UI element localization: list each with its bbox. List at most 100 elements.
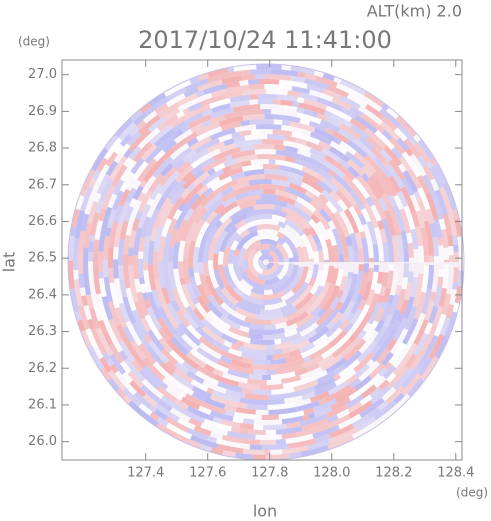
echo-segment (310, 305, 322, 317)
echo-segment (284, 224, 306, 248)
echo-segment (338, 413, 362, 430)
echo-segment (335, 189, 353, 209)
echo-segment (357, 270, 364, 282)
echo-segment (153, 129, 175, 148)
echo-segment (385, 327, 398, 344)
echo-segment (433, 286, 443, 307)
echo-segment (118, 122, 137, 141)
echo-segment (235, 234, 244, 243)
echo-segment (154, 102, 169, 115)
echo-segment (143, 235, 151, 262)
echo-segment (284, 395, 303, 404)
echo-segment (171, 372, 195, 391)
echo-segment (191, 297, 200, 305)
echo-segment (368, 362, 385, 380)
echo-segment (275, 438, 286, 445)
echo-segment (424, 300, 435, 321)
echo-segment (387, 294, 395, 304)
echo-segment (263, 289, 274, 295)
echo-segment (299, 118, 311, 126)
echo-segment (268, 260, 275, 262)
echo-segment (231, 364, 254, 375)
echo-segment (206, 387, 214, 395)
echo-segment (349, 232, 359, 252)
echo-segment (113, 205, 124, 223)
echo-segment (241, 89, 267, 96)
echo-segment (224, 409, 235, 417)
echo-segment (249, 444, 262, 450)
echo-segment (303, 172, 320, 184)
echo-segment (374, 129, 395, 150)
echo-segment (202, 119, 212, 128)
echo-segment (255, 198, 270, 205)
echo-segment (291, 131, 320, 145)
echo-segment (374, 283, 382, 295)
echo-segment (242, 438, 260, 445)
echo-segment (170, 336, 190, 356)
echo-segment (193, 425, 212, 437)
y-tick-label: 26.9 (28, 104, 57, 119)
echo-segment (261, 178, 272, 185)
echo-segment (365, 103, 384, 120)
echo-segment (106, 327, 123, 353)
y-tick-label: 26.1 (28, 397, 57, 412)
echo-segment (161, 96, 171, 105)
echo-segment (210, 319, 228, 335)
echo-segment (122, 387, 142, 407)
echo-segment (370, 345, 380, 355)
echo-segment (129, 380, 147, 398)
echo-segment (198, 336, 223, 355)
echo-segment (285, 353, 303, 363)
echo-segment (221, 75, 242, 85)
echo-segment (378, 379, 390, 391)
echo-segment (253, 419, 273, 426)
echo-segment (204, 275, 220, 300)
echo-segment (264, 450, 271, 456)
echo-segment (401, 151, 422, 178)
echo-segment (156, 385, 177, 403)
echo-segment (134, 278, 142, 293)
echo-segment (183, 312, 199, 330)
echo-segment (276, 94, 298, 102)
echo-segment (428, 305, 439, 324)
echo-segment (148, 116, 167, 133)
echo-segment (119, 171, 135, 193)
echo-segment (300, 340, 328, 359)
echo-segment (86, 294, 94, 310)
echo-segment (374, 319, 385, 333)
echo-segment (160, 395, 182, 412)
echo-segment (247, 403, 268, 411)
echo-segment (329, 213, 344, 235)
echo-segment (253, 244, 271, 253)
echo-segment (122, 296, 137, 325)
echo-segment (167, 261, 177, 290)
echo-segment (103, 137, 123, 161)
echo-segment (433, 163, 448, 185)
echo-segment (188, 240, 196, 269)
echo-segment (241, 387, 254, 395)
echo-segment (192, 307, 205, 321)
echo-segment (301, 166, 321, 179)
echo-segment (433, 313, 447, 337)
echo-segment (161, 218, 172, 238)
echo-segment (245, 208, 269, 218)
echo-segment (353, 313, 371, 337)
echo-segment (395, 284, 402, 296)
echo-segment (358, 272, 369, 296)
echo-segment (99, 177, 114, 202)
echo-segment (339, 275, 348, 292)
echo-segment (180, 396, 201, 411)
echo-segment (309, 199, 323, 212)
echo-segment (434, 335, 449, 359)
echo-segment (325, 404, 349, 419)
echo-segment (432, 236, 439, 257)
echo-segment (207, 72, 232, 83)
echo-segment (233, 286, 244, 297)
echo-segment (198, 72, 209, 81)
echo-segment (198, 262, 205, 275)
echo-segment (219, 355, 233, 365)
echo-segment (176, 110, 185, 119)
echo-segment (167, 196, 185, 221)
echo-segment (260, 249, 271, 255)
echo-segment (198, 233, 209, 263)
